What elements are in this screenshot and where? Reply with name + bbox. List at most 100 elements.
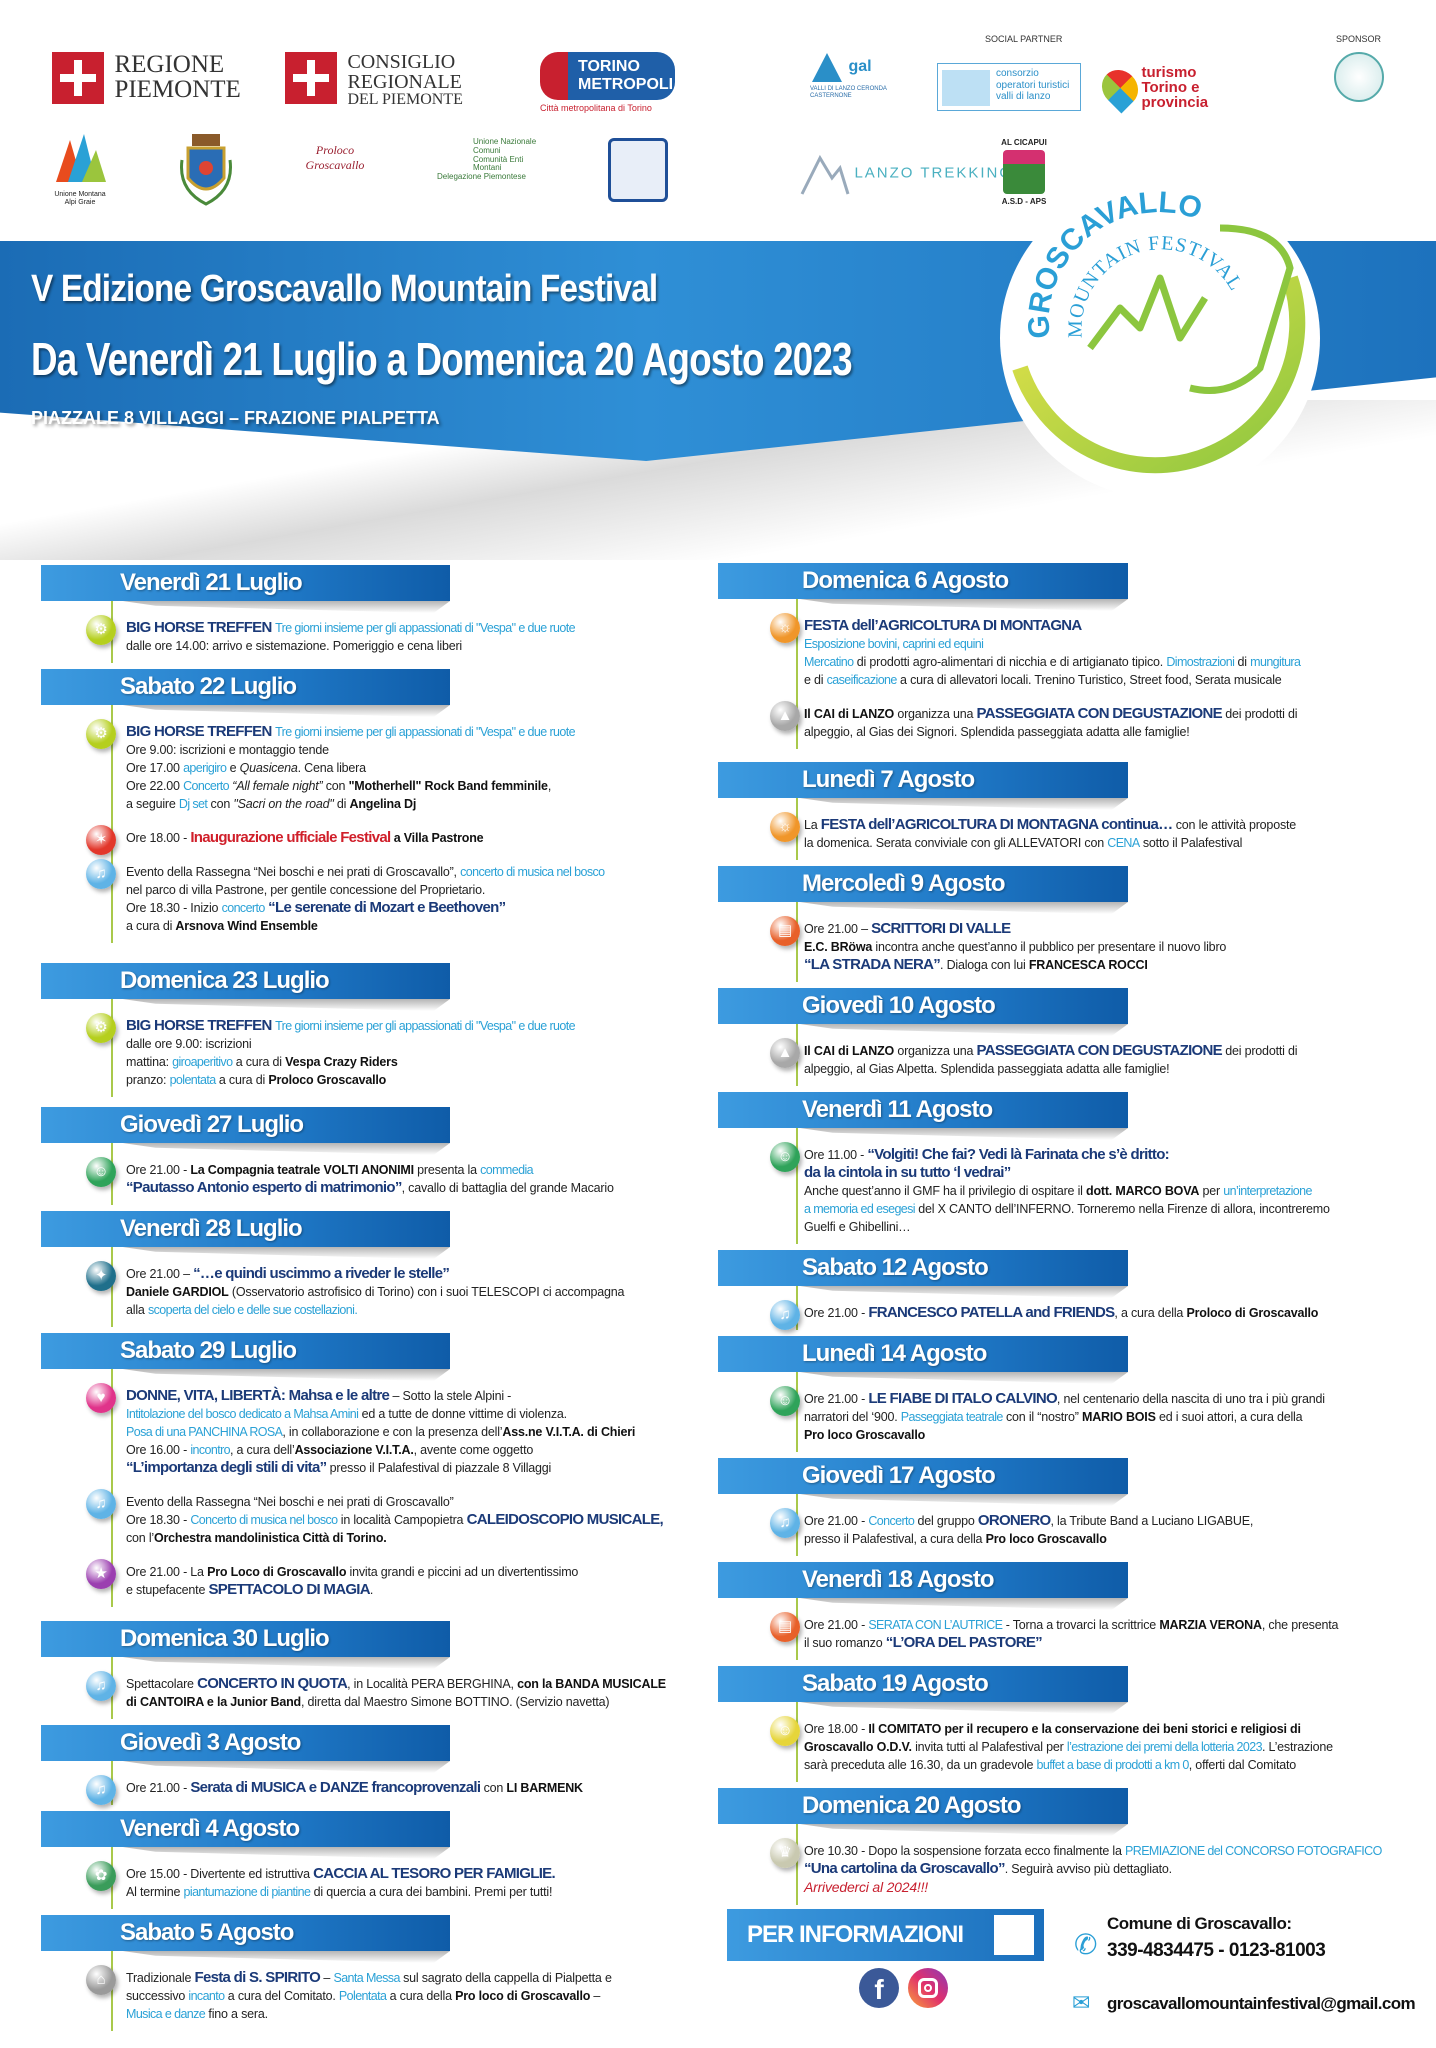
heart-icon: ♥ xyxy=(86,1383,116,1413)
event-item: ⚙ BIG HORSE TREFFEN Tre giorni insieme pe… xyxy=(86,719,701,813)
event-text: Pro loco di Groscavallo xyxy=(455,1989,591,2003)
logo-consiglio-regionale: CONSIGLIO REGIONALE DEL PIEMONTE xyxy=(285,52,463,109)
day-section: Giovedì 10 Agosto ▲ Il CAI di LANZO organi… xyxy=(718,988,1426,1086)
event-text: di CANTOIRA e la Junior Band xyxy=(126,1695,301,1709)
day-section: Mercoledì 9 Agosto ▤ Ore 21.00 – SCRITTORI… xyxy=(718,866,1426,982)
day-section: Sabato 22 Luglio ⚙ BIG HORSE TREFFEN Tre g… xyxy=(41,669,701,943)
event-text: Il CAI di LANZO xyxy=(804,1044,895,1058)
contact-email[interactable]: groscavallomountainfestival@gmail.com xyxy=(1107,1994,1416,2013)
event-text: Il CAI di LANZO xyxy=(804,707,895,721)
event-item: ▲ Il CAI di LANZO organizza una PASSEGGIA… xyxy=(770,1038,1426,1078)
event-text: presenta la xyxy=(413,1163,481,1177)
event-text: Evento della Rassegna “Nei boschi e nei … xyxy=(126,1495,454,1509)
day-section: Domenica 20 Agosto ♛ Ore 10.30 - Dopo la s… xyxy=(718,1788,1426,1905)
event-text: per xyxy=(1199,1184,1224,1198)
event-text: in località Campopietra xyxy=(337,1513,467,1527)
event-text: Tre giorni insieme per gli appassionati … xyxy=(275,621,575,635)
event-text: Arsnova Wind Ensemble xyxy=(175,919,318,933)
event-text: Ore 18.00 - xyxy=(126,831,191,845)
day-section: Venerdì 4 Agosto ✿ Ore 15.00 - Divertente … xyxy=(41,1811,701,1909)
contact-phone[interactable]: 339-4834475 - 0123-81003 xyxy=(1107,1940,1326,1961)
timeline: ⌂ Tradizionale Festa di S. SPIRITO – Sant… xyxy=(86,1951,701,2031)
event-item: ☼ La FESTA dell’AGRICOLTURA DI MONTAGNA c… xyxy=(770,812,1426,852)
event-text: Angelina Dj xyxy=(349,797,417,811)
vespa-icon: ⚙ xyxy=(86,719,116,749)
timeline: ⚙ BIG HORSE TREFFEN Tre giorni insieme pe… xyxy=(86,705,701,943)
event-text: sotto il Palafestival xyxy=(1139,836,1243,850)
event-text: E.C. BRöwa xyxy=(804,940,873,954)
event-text: Il COMITATO per il recupero e la conserv… xyxy=(868,1722,1301,1736)
event-item: ▤ Ore 21.00 - SERATA CON L’AUTRICE - Torn… xyxy=(770,1612,1426,1652)
music-icon: ♫ xyxy=(86,1671,116,1701)
event-item: ▤ Ore 21.00 – SCRITTORI DI VALLE E.C. BRöw… xyxy=(770,916,1426,974)
event-text: organizza una xyxy=(894,1044,977,1058)
event-text: e xyxy=(226,761,240,775)
event-text: polentata xyxy=(169,1073,217,1087)
event-text: Concerto di musica nel bosco xyxy=(190,1513,338,1527)
event-text: dott. MARCO BOVA xyxy=(1086,1184,1200,1198)
event-text: Pro Loco di Groscavallo xyxy=(207,1565,347,1579)
treasure-icon: ✿ xyxy=(86,1861,116,1891)
day-section: Sabato 12 Agosto ♫ Ore 21.00 - FRANCESCO P… xyxy=(718,1250,1426,1330)
day-section: Giovedì 17 Agosto ♫ Ore 21.00 - Concerto d… xyxy=(718,1458,1426,1556)
event-text: presso il Palafestival di piazzale 8 Vil… xyxy=(326,1461,552,1475)
event-text: FRANCESCA ROCCI xyxy=(1028,958,1148,972)
day-section: Lunedì 14 Agosto ☺ Ore 21.00 - LE FIABE DI… xyxy=(718,1336,1426,1452)
event-text: giroaperitivo xyxy=(172,1055,233,1069)
event-text: a cura della xyxy=(386,1989,456,2003)
event-text: (Osservatorio astrofisico di Torino) con… xyxy=(228,1285,625,1299)
event-text: . Seguirà avviso più dettagliato. xyxy=(1004,1862,1172,1876)
event-text: narratori del ‘900. xyxy=(804,1410,901,1424)
event-text: di prodotti agro-alimentari di nicchia e… xyxy=(853,655,1167,669)
event-text: SCRITTORI DI VALLE xyxy=(871,920,1011,937)
event-text: presso il Palafestival, a cura della xyxy=(804,1532,986,1546)
event-text: “LA STRADA NERA” xyxy=(804,956,941,973)
event-text: , in Località PERA BERGHINA, xyxy=(347,1677,518,1691)
timeline: ♥ DONNE, VITA, LIBERTÀ: Mahsa e le altre … xyxy=(86,1369,701,1607)
timeline: ▤ Ore 21.00 – SCRITTORI DI VALLE E.C. BRöw… xyxy=(770,902,1426,982)
festival-location: PIAZZALE 8 VILLAGGI – FRAZIONE PIALPETTA xyxy=(31,408,440,428)
event-text: Ore 21.00 – xyxy=(126,1267,194,1281)
event-item: ☼ FESTA dell’AGRICOLTURA DI MONTAGNA Espos… xyxy=(770,613,1426,689)
magic-icon: ★ xyxy=(86,1559,116,1589)
timeline: ☺ Ore 11.00 - “Volgiti! Che fai? Vedi là … xyxy=(770,1128,1426,1244)
event-text: organizza una xyxy=(894,707,977,721)
timeline: ☼ FESTA dell’AGRICOLTURA DI MONTAGNA Espos… xyxy=(770,599,1426,749)
event-text: PASSEGGIATA CON DEGUSTAZIONE xyxy=(976,1042,1223,1059)
event-text: buffet a base di prodotti a km 0 xyxy=(1036,1758,1190,1772)
email-icon: ✉ xyxy=(1072,1990,1091,2015)
telescope-icon: ✦ xyxy=(86,1261,116,1291)
event-text: alpeggio, al Gias Alpetta. Splendida pas… xyxy=(804,1062,1170,1076)
event-text: Groscavallo O.D.V. xyxy=(804,1740,912,1754)
event-text: Orchestra mandolinistica Città di Torino… xyxy=(153,1531,387,1545)
event-text: Tre giorni insieme per gli appassionati … xyxy=(275,1019,575,1033)
day-header: Mercoledì 9 Agosto xyxy=(718,866,1128,902)
timeline: ♫ Spettacolare CONCERTO IN QUOTA, in Loca… xyxy=(86,1657,701,1719)
event-text: fino a sera. xyxy=(205,2007,268,2021)
timeline: ✿ Ore 15.00 - Divertente ed istruttiva CA… xyxy=(86,1847,701,1909)
event-item: ♫ Spettacolare CONCERTO IN QUOTA, in Loca… xyxy=(86,1671,701,1711)
event-text: Ore 11.00 - xyxy=(804,1148,868,1162)
event-item: ⚙ BIG HORSE TREFFEN Tre giorni insieme pe… xyxy=(86,1013,701,1089)
event-text: e stupefacente xyxy=(126,1583,209,1597)
event-text: - Torna a trovarci la scrittrice xyxy=(1002,1618,1160,1632)
consiglio-shield-icon xyxy=(285,52,337,104)
event-text: , offerti dal Comitato xyxy=(1188,1758,1296,1772)
event-text: ed a tutte de donne vittime di violenza. xyxy=(358,1407,568,1421)
qr-code[interactable] xyxy=(994,1915,1034,1955)
event-text: aperigiro xyxy=(183,761,227,775)
timeline: ♫ Ore 21.00 - Concerto del gruppo ORONERO… xyxy=(770,1494,1426,1556)
event-text: con xyxy=(207,797,234,811)
event-text: dei prodotti di xyxy=(1221,707,1298,721)
event-text: Proloco di Groscavallo xyxy=(1186,1306,1319,1320)
instagram-icon[interactable] xyxy=(908,1968,948,2008)
event-item: ✦ Ore 21.00 – “…e quindi uscimmo a rivede… xyxy=(86,1261,701,1319)
day-header: Domenica 20 Agosto xyxy=(718,1788,1128,1824)
event-text: “Volgiti! Che fai? Vedi là Farinata che … xyxy=(867,1146,1169,1163)
farm-icon: ☼ xyxy=(770,613,800,643)
day-header: Sabato 5 Agosto xyxy=(41,1915,450,1951)
day-section: Sabato 5 Agosto ⌂ Tradizionale Festa di S.… xyxy=(41,1915,701,2031)
facebook-icon[interactable]: f xyxy=(859,1968,899,2008)
day-header: Venerdì 21 Luglio xyxy=(41,565,450,601)
event-text: "Motherhell" Rock Band femminile xyxy=(348,779,548,793)
